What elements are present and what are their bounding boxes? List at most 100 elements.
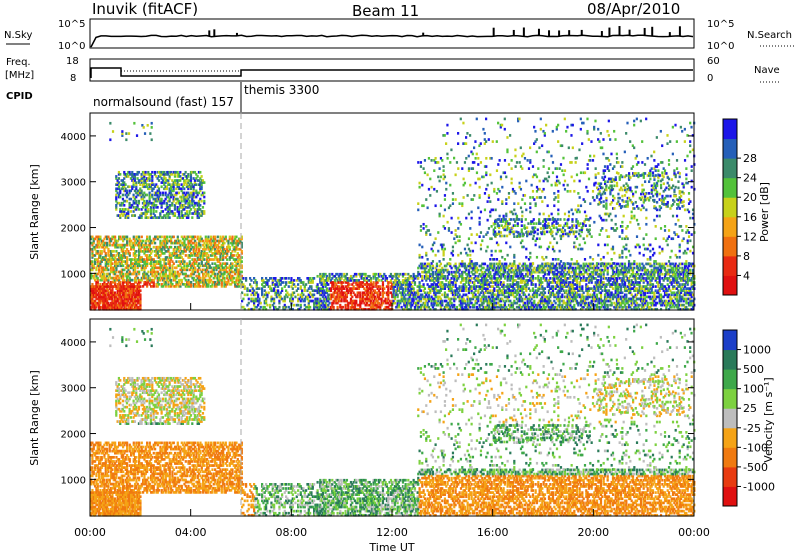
- power-cell: [192, 241, 195, 245]
- power-cell: [106, 278, 109, 282]
- power-cell: [224, 264, 227, 268]
- power-cell: [534, 283, 537, 286]
- power-cell: [227, 245, 230, 249]
- nsky-label: N.Sky: [4, 30, 32, 41]
- power-cell: [194, 254, 197, 257]
- power-cell: [281, 277, 284, 280]
- power-cell: [228, 282, 231, 286]
- power-cell: [129, 203, 133, 207]
- power-cell: [140, 264, 143, 268]
- power-cell: [143, 272, 146, 276]
- power-cell: [144, 193, 147, 197]
- power-cell: [179, 256, 182, 259]
- power-heatmap-cells: [90, 117, 696, 311]
- power-cell: [126, 235, 129, 239]
- power-cell: [152, 239, 155, 243]
- power-cell: [227, 241, 230, 245]
- power-cell: [216, 274, 219, 278]
- power-cell: [116, 291, 119, 295]
- power-cell: [147, 183, 150, 186]
- power-cell: [239, 262, 242, 266]
- power-cell: [139, 295, 142, 299]
- power-cell: [207, 266, 210, 270]
- power-cell: [143, 179, 146, 182]
- power-cell: [282, 281, 285, 284]
- power-cell: [118, 270, 121, 274]
- power-cell: [340, 272, 343, 276]
- power-cell: [190, 235, 193, 239]
- power-cell: [115, 307, 118, 311]
- power-cell: [132, 195, 135, 199]
- power-cell: [450, 266, 453, 270]
- power-cell: [162, 274, 165, 278]
- power-cell: [155, 270, 158, 274]
- power-cell: [204, 235, 207, 239]
- power-cell: [203, 254, 206, 257]
- power-cell: [134, 293, 137, 297]
- power-cell: [96, 237, 99, 241]
- power-cell: [115, 301, 118, 305]
- power-cell: [107, 252, 110, 255]
- power-cell: [470, 285, 473, 288]
- power-cell: [348, 283, 351, 286]
- power-cell: [99, 249, 102, 253]
- power-cell: [155, 247, 158, 251]
- power-cell: [191, 254, 194, 257]
- power-cell: [174, 272, 177, 276]
- power-cell: [154, 270, 157, 274]
- power-cell: [128, 191, 131, 195]
- power-cell: [123, 185, 126, 189]
- power-cell: [125, 212, 129, 215]
- power-cell: [231, 266, 234, 270]
- power-cell: [95, 303, 98, 307]
- power-cell: [180, 268, 183, 272]
- power-cell: [313, 293, 316, 297]
- power-cell: [123, 173, 126, 176]
- power-cell: [131, 214, 134, 217]
- power-cell: [98, 268, 101, 272]
- power-cell: [141, 177, 145, 180]
- power-cell: [152, 282, 155, 286]
- power-cell: [162, 239, 165, 243]
- power-cell: [104, 264, 107, 268]
- power-cell: [192, 237, 195, 241]
- power-cell: [110, 293, 113, 297]
- power-cell: [104, 301, 107, 305]
- power-cell: [167, 239, 170, 243]
- power-cell: [120, 183, 123, 186]
- power-cell: [186, 280, 189, 284]
- power-cell: [154, 264, 157, 268]
- power-cell: [152, 264, 155, 268]
- power-cell: [240, 264, 243, 268]
- power-cell: [202, 282, 205, 286]
- power-cell: [102, 245, 105, 249]
- power-cell: [164, 239, 167, 243]
- power-cell: [130, 293, 133, 297]
- power-cell: [121, 179, 125, 182]
- power-cell: [107, 289, 110, 293]
- power-cell: [207, 264, 210, 268]
- power-cell: [188, 260, 191, 263]
- power-cell: [95, 295, 98, 299]
- power-cell: [220, 268, 223, 272]
- power-cell: [214, 247, 217, 251]
- power-cell: [114, 278, 117, 282]
- power-cell: [129, 206, 133, 209]
- power-cell: [148, 245, 151, 249]
- power-cell: [178, 272, 181, 276]
- power-cell: [99, 264, 102, 268]
- power-cell: [124, 285, 127, 288]
- power-cell: [139, 179, 142, 182]
- power-cell: [176, 264, 179, 268]
- power-cell: [393, 301, 397, 305]
- power-cell: [124, 199, 127, 203]
- power-cell: [106, 266, 109, 270]
- power-cell: [134, 262, 137, 266]
- power-cell: [148, 282, 151, 286]
- power-cell: [115, 262, 118, 266]
- power-cell: [99, 274, 102, 278]
- power-cell: [140, 239, 143, 243]
- power-cell: [107, 247, 110, 251]
- power-cell: [166, 239, 169, 243]
